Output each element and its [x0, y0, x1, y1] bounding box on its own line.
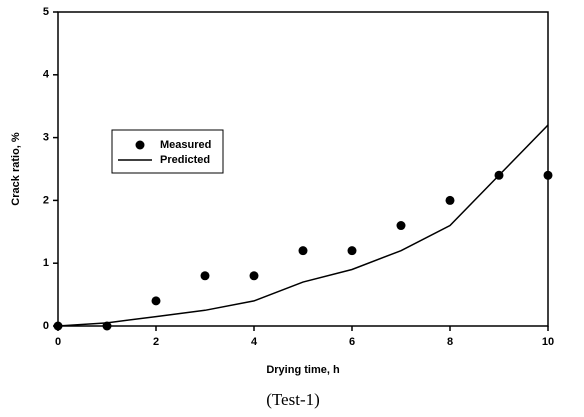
- data-point: [543, 170, 553, 180]
- x-tick-label: 2: [153, 336, 159, 348]
- data-point: [200, 271, 210, 281]
- legend-label: Measured: [160, 139, 211, 151]
- data-point: [347, 246, 357, 256]
- x-tick-label: 8: [447, 336, 453, 348]
- y-tick-label: 2: [43, 194, 49, 206]
- data-point: [396, 221, 406, 231]
- data-point: [445, 195, 455, 205]
- data-line: [57, 124, 549, 327]
- y-tick-label: 5: [43, 6, 49, 18]
- data-point: [151, 296, 161, 306]
- y-tick-label: 4: [43, 69, 50, 81]
- y-tick-label: 1: [43, 257, 49, 269]
- caption: (Test-1): [266, 390, 320, 409]
- x-tick-label: 0: [55, 336, 61, 348]
- x-axis-label: Drying time, h: [266, 364, 340, 376]
- y-axis-label: Crack ratio, %: [10, 132, 22, 206]
- y-tick-label: 0: [43, 320, 49, 332]
- x-tick-label: 6: [349, 336, 355, 348]
- x-tick-label: 4: [251, 336, 258, 348]
- plot-frame: [57, 11, 549, 327]
- legend-marker: [135, 140, 145, 150]
- data-point: [298, 246, 308, 256]
- legend-box: [111, 129, 224, 174]
- y-tick-label: 3: [43, 132, 49, 144]
- data-point: [249, 271, 259, 281]
- x-tick-label: 10: [542, 336, 554, 348]
- legend-label: Predicted: [160, 154, 210, 166]
